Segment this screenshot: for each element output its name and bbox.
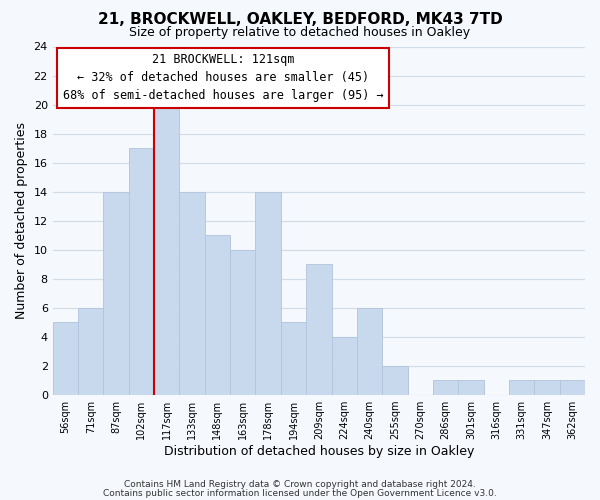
Bar <box>256 192 281 394</box>
Bar <box>129 148 154 394</box>
Bar <box>179 192 205 394</box>
Bar <box>332 336 357 394</box>
Bar <box>433 380 458 394</box>
Text: 21, BROCKWELL, OAKLEY, BEDFORD, MK43 7TD: 21, BROCKWELL, OAKLEY, BEDFORD, MK43 7TD <box>98 12 502 28</box>
Bar <box>78 308 103 394</box>
Bar <box>509 380 535 394</box>
Bar <box>205 235 230 394</box>
Bar <box>382 366 407 394</box>
Text: Size of property relative to detached houses in Oakley: Size of property relative to detached ho… <box>130 26 470 39</box>
Bar <box>281 322 306 394</box>
X-axis label: Distribution of detached houses by size in Oakley: Distribution of detached houses by size … <box>164 444 474 458</box>
Bar <box>458 380 484 394</box>
Text: Contains public sector information licensed under the Open Government Licence v3: Contains public sector information licen… <box>103 488 497 498</box>
Y-axis label: Number of detached properties: Number of detached properties <box>15 122 28 319</box>
Text: Contains HM Land Registry data © Crown copyright and database right 2024.: Contains HM Land Registry data © Crown c… <box>124 480 476 489</box>
Bar <box>230 250 256 394</box>
Bar <box>535 380 560 394</box>
Text: 21 BROCKWELL: 121sqm
← 32% of detached houses are smaller (45)
68% of semi-detac: 21 BROCKWELL: 121sqm ← 32% of detached h… <box>63 54 383 102</box>
Bar <box>53 322 78 394</box>
Bar <box>560 380 585 394</box>
Bar <box>306 264 332 394</box>
Bar <box>154 104 179 395</box>
Bar <box>103 192 129 394</box>
Bar <box>357 308 382 394</box>
